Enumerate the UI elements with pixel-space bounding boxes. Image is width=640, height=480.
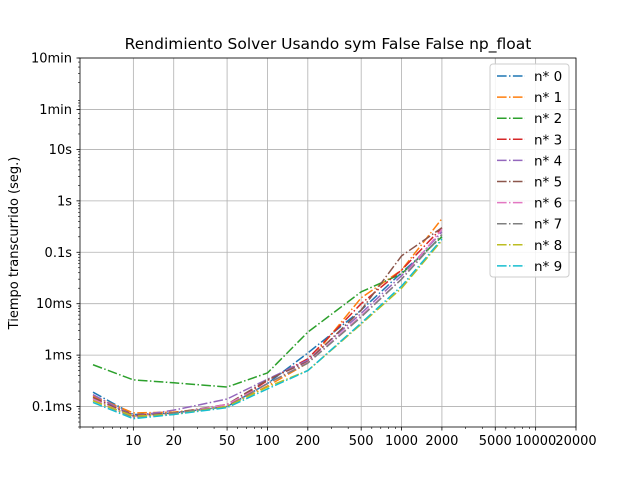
series-line-n9	[92, 238, 443, 420]
y-tick-label: 10ms	[36, 297, 72, 312]
series-line-n2	[92, 236, 443, 388]
legend-label: n* 5	[534, 175, 562, 191]
y-tick-label: 1s	[57, 194, 72, 209]
x-tick-label: 10000	[515, 434, 556, 449]
legend-label: n* 9	[534, 259, 562, 275]
legend-label: n* 1	[534, 90, 562, 106]
chart-title: Rendimiento Solver Usando sym False Fals…	[125, 35, 532, 54]
legend-label: n* 3	[534, 132, 562, 148]
tick-layer: 10 20 50 100 200 500 1000 2000 5000 10000 20000 0.1…	[31, 52, 597, 450]
x-tick-label: 5000	[479, 434, 512, 449]
x-tick-label: 2000	[425, 434, 458, 449]
x-tick-label: 50	[219, 434, 236, 449]
x-tick-label: 100	[255, 434, 280, 449]
y-tick-label: 10s	[49, 143, 73, 158]
x-tick-label: 200	[295, 434, 320, 449]
legend-label: n* 4	[534, 153, 562, 169]
plot-frame	[79, 57, 577, 428]
y-tick-label: 0.1ms	[32, 400, 72, 415]
legend-label: n* 8	[534, 238, 562, 254]
legend-label: n* 0	[534, 69, 562, 85]
x-tick-label: 500	[349, 434, 374, 449]
x-tick-label: 20	[165, 434, 182, 449]
x-tick-label: 10	[125, 434, 142, 449]
series-line-n4	[92, 231, 443, 417]
legend-label: n* 6	[534, 196, 562, 212]
series-line-n8	[92, 239, 443, 417]
y-tick-label: 1min	[39, 103, 72, 118]
y-tick-label: 0.1s	[45, 246, 73, 261]
y-tick-label: 10min	[31, 52, 72, 67]
x-tick-label: 20000	[555, 434, 596, 449]
legend-label: n* 2	[534, 111, 562, 127]
series-line-n0	[92, 236, 443, 416]
series-layer	[92, 218, 443, 420]
legend-label: n* 7	[534, 217, 562, 233]
y-tick-label: 1ms	[44, 349, 72, 364]
series-line-n1	[92, 218, 443, 414]
legend: n* 0 n* 1 n* 2 n* 3 n* 4 n* 5 n* 6 n* 7 n* 8 n* 9	[489, 63, 570, 278]
x-tick-label: 1000	[385, 434, 418, 449]
y-axis-label: Tiempo transcurrido (seg.)	[7, 157, 22, 331]
